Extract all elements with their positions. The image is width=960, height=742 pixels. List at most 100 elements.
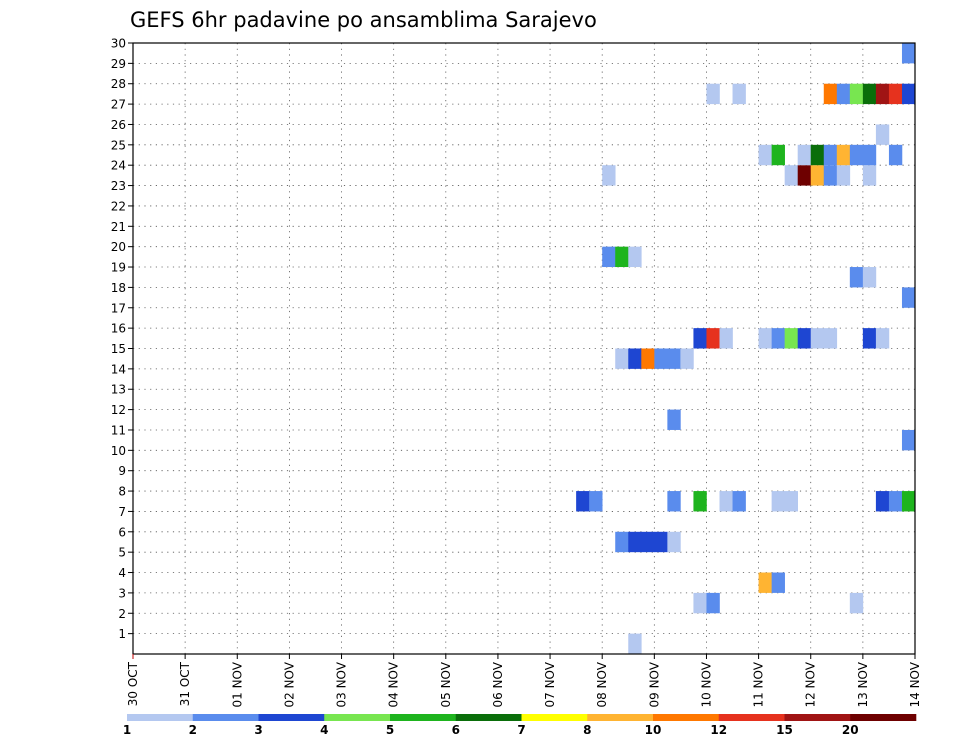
precip-cell bbox=[771, 491, 785, 512]
legend-label: 15 bbox=[776, 723, 793, 737]
x-tick-label: 08 NOV bbox=[595, 661, 609, 707]
precip-cell bbox=[849, 592, 864, 614]
legend-swatch bbox=[258, 714, 325, 721]
precip-cell bbox=[849, 83, 864, 105]
y-tick-label: 28 bbox=[111, 77, 126, 91]
precip-cell bbox=[875, 83, 890, 105]
precip-cell bbox=[901, 491, 916, 512]
precip-cell bbox=[667, 531, 681, 553]
precip-cell bbox=[615, 531, 629, 553]
legend-swatch bbox=[127, 714, 194, 721]
precip-cell bbox=[771, 572, 785, 593]
precip-cell bbox=[901, 43, 916, 64]
legend-swatch bbox=[455, 714, 522, 721]
precip-cell bbox=[615, 246, 629, 268]
precip-cell bbox=[901, 83, 916, 105]
y-tick-label: 30 bbox=[111, 37, 126, 51]
precip-cell bbox=[667, 409, 681, 430]
y-axis: 1234567891011121314151617181920212223242… bbox=[111, 37, 133, 641]
precip-cell bbox=[641, 531, 655, 553]
precip-cell bbox=[693, 592, 707, 614]
y-tick-label: 26 bbox=[111, 118, 126, 132]
precip-cell bbox=[797, 328, 812, 349]
legend-label: 10 bbox=[645, 723, 662, 737]
x-tick-label: 02 NOV bbox=[282, 661, 296, 707]
precip-cell bbox=[784, 491, 798, 512]
y-tick-label: 12 bbox=[111, 403, 126, 417]
precip-cell bbox=[667, 348, 681, 369]
y-tick-label: 19 bbox=[111, 261, 126, 275]
precip-cell bbox=[875, 328, 890, 349]
y-tick-label: 11 bbox=[111, 423, 126, 437]
precip-cell bbox=[732, 491, 746, 512]
precip-cell bbox=[823, 165, 838, 186]
legend-swatch bbox=[653, 714, 720, 721]
legend-label: 12 bbox=[710, 723, 727, 737]
precip-cell bbox=[901, 287, 916, 308]
precip-cell bbox=[875, 124, 890, 145]
chart-title: GEFS 6hr padavine po ansamblima Sarajevo bbox=[130, 8, 597, 32]
precip-cell bbox=[810, 165, 825, 186]
y-tick-label: 6 bbox=[118, 525, 126, 539]
y-tick-label: 3 bbox=[118, 586, 126, 600]
y-tick-label: 15 bbox=[111, 342, 126, 356]
precip-cell bbox=[797, 165, 812, 186]
precip-cell bbox=[810, 328, 825, 349]
precip-cell bbox=[758, 144, 772, 166]
precip-cell bbox=[836, 144, 851, 166]
legend-swatch bbox=[718, 714, 785, 721]
precip-cell bbox=[758, 328, 772, 349]
legend-label: 7 bbox=[517, 723, 525, 737]
precip-cell bbox=[628, 531, 642, 553]
precip-cell bbox=[784, 328, 798, 349]
x-tick-label: 14 NOV bbox=[908, 661, 922, 707]
precip-cell bbox=[680, 348, 694, 369]
y-tick-label: 22 bbox=[111, 199, 126, 213]
precip-cell bbox=[628, 246, 642, 268]
precip-cell bbox=[823, 144, 838, 166]
precip-cell bbox=[641, 348, 655, 369]
y-tick-label: 21 bbox=[111, 220, 126, 234]
legend-swatch bbox=[192, 714, 259, 721]
legend-swatch bbox=[850, 714, 917, 721]
precip-cell bbox=[862, 328, 877, 349]
x-tick-label: 04 NOV bbox=[387, 661, 401, 707]
y-tick-label: 8 bbox=[118, 485, 126, 499]
precip-cell bbox=[719, 491, 733, 512]
legend-swatch bbox=[324, 714, 391, 721]
precip-cell bbox=[693, 328, 707, 349]
y-tick-label: 1 bbox=[118, 627, 126, 641]
precip-cell bbox=[706, 83, 720, 105]
y-tick-label: 25 bbox=[111, 138, 126, 152]
legend-label: 8 bbox=[583, 723, 591, 737]
y-tick-label: 20 bbox=[111, 240, 126, 254]
precip-cell bbox=[667, 491, 681, 512]
legend-label: 6 bbox=[452, 723, 460, 737]
legend-label: 3 bbox=[254, 723, 262, 737]
y-tick-label: 16 bbox=[111, 322, 126, 336]
x-axis: 30 OCT 31 OCT 01 NOV 02 NOV 03 NOV 04 NOV 05 N… bbox=[126, 654, 922, 708]
legend-swatch bbox=[390, 714, 457, 721]
x-tick-label: 03 NOV bbox=[335, 661, 349, 707]
precip-cell bbox=[849, 267, 864, 288]
legend-swatch bbox=[784, 714, 851, 721]
color-legend: 1 2 3 4 5 6 7 8 10 12 15 20 bbox=[123, 714, 917, 737]
x-tick-label: 11 NOV bbox=[752, 661, 766, 707]
legend-label: 5 bbox=[386, 723, 394, 737]
precip-cell bbox=[836, 165, 851, 186]
precip-cell bbox=[615, 348, 629, 369]
y-tick-label: 7 bbox=[118, 505, 126, 519]
precip-cell bbox=[654, 531, 668, 553]
legend-label: 20 bbox=[842, 723, 859, 737]
precip-cell bbox=[771, 328, 785, 349]
precip-cell bbox=[888, 491, 903, 512]
precip-cell bbox=[576, 491, 590, 512]
precip-cell bbox=[836, 83, 851, 105]
x-tick-label: 05 NOV bbox=[439, 661, 453, 707]
precip-cell bbox=[719, 328, 733, 349]
precip-cell bbox=[875, 491, 890, 512]
x-tick-label: 06 NOV bbox=[491, 661, 505, 707]
precip-cell bbox=[862, 165, 877, 186]
y-tick-label: 18 bbox=[111, 281, 126, 295]
y-tick-label: 29 bbox=[111, 57, 126, 71]
